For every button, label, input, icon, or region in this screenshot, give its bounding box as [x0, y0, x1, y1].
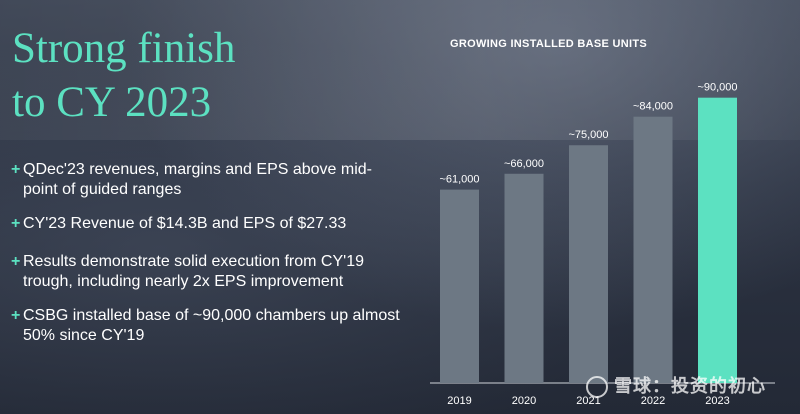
x-tick-label: 2023 — [705, 395, 729, 407]
data-label: ~84,000 — [633, 101, 673, 113]
watermark-text: 雪球：投资的初心 — [614, 376, 766, 396]
bullet-item: + CY'23 Revenue of $14.3B and EPS of $27… — [11, 214, 406, 234]
chart-title: GROWING INSTALLED BASE UNITS — [450, 38, 648, 50]
x-tick-label: 2022 — [641, 395, 665, 407]
bullet-text: QDec'23 revenues, margins and EPS above … — [23, 161, 373, 198]
bullet-item: + Results demonstrate solid execution fr… — [11, 252, 406, 292]
bar-2023 — [698, 97, 737, 383]
bar-2021 — [569, 145, 608, 383]
slide-title-line-2: to CY 2023 — [12, 79, 212, 126]
bullet-list: + QDec'23 revenues, margins and EPS abov… — [11, 160, 406, 360]
slide-title: Strong finish to CY 2023 — [12, 22, 342, 130]
data-label: ~90,000 — [697, 82, 737, 94]
x-tick-label: 2019 — [447, 395, 471, 407]
watermark: 雪球：投资的初心 — [586, 372, 766, 399]
plus-icon: + — [11, 161, 21, 178]
bar-2022 — [633, 116, 673, 383]
bullet-text: CY'23 Revenue of $14.3B and EPS of $27.3… — [23, 215, 347, 232]
plus-icon: + — [11, 215, 21, 232]
x-tick-label: 2020 — [512, 395, 536, 407]
data-label: ~66,000 — [504, 158, 544, 170]
x-tick-label: 2021 — [576, 395, 600, 407]
snowball-logo-icon — [586, 376, 608, 399]
bar-2020 — [504, 173, 544, 383]
bar-2019 — [440, 189, 479, 383]
plus-icon: + — [11, 307, 21, 324]
bullet-text: CSBG installed base of ~90,000 chambers … — [23, 307, 400, 344]
installed-base-bar-chart: ~61,000 2019 ~66,000 2020 ~75,000 2021 ~84,000… — [430, 82, 775, 407]
bullet-text: Results demonstrate solid execution from… — [23, 253, 364, 290]
bullet-item: + QDec'23 revenues, margins and EPS abov… — [11, 160, 406, 200]
data-label: ~61,000 — [439, 174, 479, 186]
slide-title-line-1: Strong finish — [12, 25, 236, 72]
bullet-item: + CSBG installed base of ~90,000 chamber… — [11, 306, 406, 346]
plus-icon: + — [11, 253, 21, 270]
background-equipment-band — [0, 0, 800, 140]
data-label: ~75,000 — [568, 129, 608, 141]
